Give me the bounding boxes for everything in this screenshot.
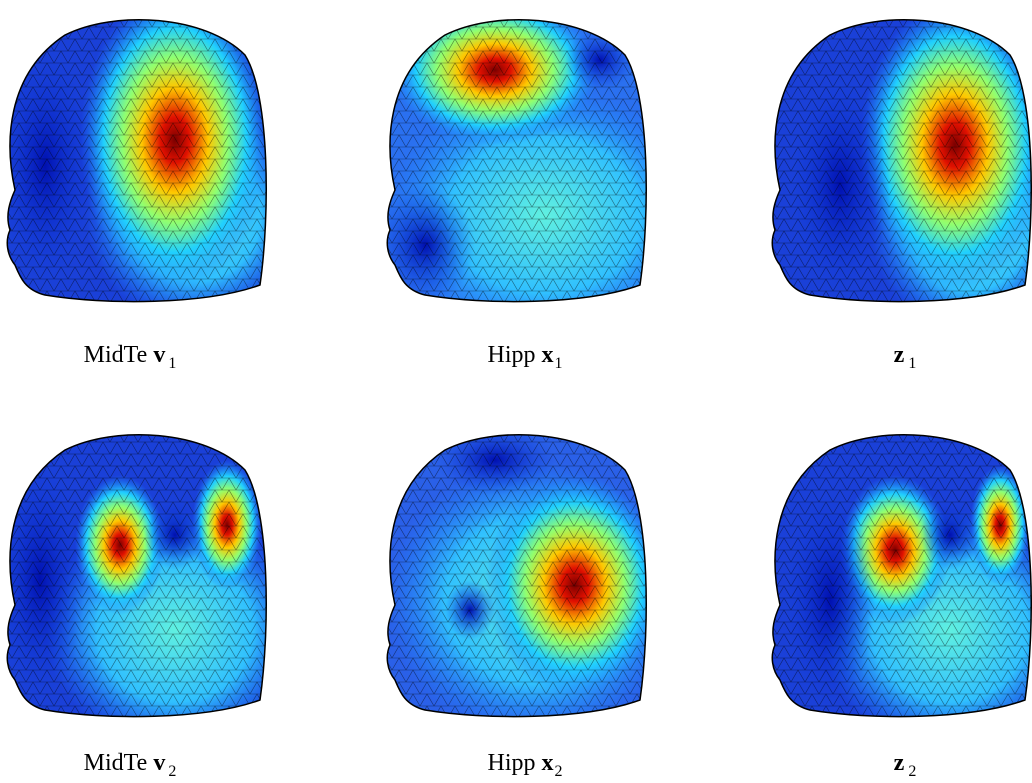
head-map — [0, 0, 305, 325]
caption-label: Hipp — [488, 750, 536, 776]
caption-subscript: 2 — [908, 763, 916, 780]
caption-symbol: z — [894, 750, 905, 776]
head-map — [375, 0, 705, 345]
caption-symbol: x — [542, 750, 554, 776]
caption-subscript: 1 — [908, 355, 916, 372]
caption-label: MidTe — [84, 342, 148, 368]
page: {"panels": [ {"label": "MidTe", "symbol"… — [0, 0, 1032, 783]
head-map — [770, 430, 1032, 750]
caption-subscript: 2 — [168, 763, 176, 780]
figure: MidTev1 Hippx1 z1 MidTev2 Hippx2 z2 — [0, 0, 1032, 783]
caption-label: MidTe — [84, 750, 148, 776]
caption-symbol: v — [153, 342, 165, 368]
head-map — [0, 430, 305, 750]
caption-subscript: 1 — [168, 355, 176, 372]
caption-symbol: v — [153, 750, 165, 776]
caption-subscript: 2 — [555, 763, 563, 780]
caption-label: Hipp — [488, 342, 536, 368]
caption-subscript: 1 — [555, 355, 563, 372]
head-map — [385, 425, 685, 740]
caption-symbol: x — [542, 342, 554, 368]
caption-symbol: z — [894, 342, 905, 368]
head-map — [770, 0, 1032, 335]
